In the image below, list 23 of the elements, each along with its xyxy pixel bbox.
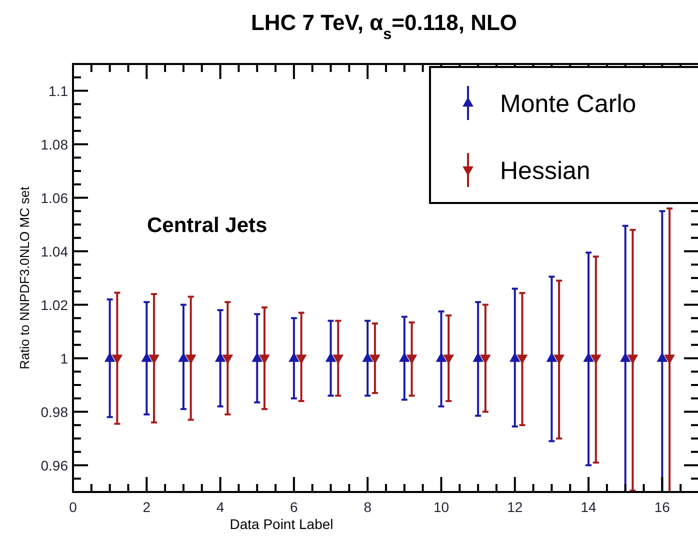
x-tick-label: 4 xyxy=(216,499,224,515)
x-tick-label: 14 xyxy=(580,499,597,515)
x-tick-label: 0 xyxy=(69,499,78,515)
legend-label: Monte Carlo xyxy=(500,90,636,118)
legend-label: Hessian xyxy=(500,157,590,185)
x-tick-label: 16 xyxy=(654,499,670,515)
chart-title: LHC 7 TeV, α$_{s}$=0.118, NLO xyxy=(250,10,518,42)
y-tick-label: 1.02 xyxy=(40,296,68,313)
y-tick-label: 0.98 xyxy=(40,404,68,420)
x-tick-label: 12 xyxy=(507,499,523,515)
x-tick-label: 6 xyxy=(290,499,298,515)
y-tick-label: 1.04 xyxy=(40,243,68,260)
y-tick-label: 1.08 xyxy=(40,136,68,152)
x-axis-title: Data Point Label xyxy=(230,516,334,532)
annotation: Central Jets xyxy=(147,214,268,237)
y-tick-label: 1.06 xyxy=(40,190,68,206)
x-tick-label: 8 xyxy=(364,499,372,515)
x-tick-label: 10 xyxy=(433,499,450,515)
y-tick-label: 1 xyxy=(60,350,68,366)
x-tick-label: 2 xyxy=(142,499,151,515)
y-tick-label: 1.1 xyxy=(48,82,68,99)
y-tick-label: 0.96 xyxy=(40,457,68,474)
y-axis-title: Ratio to NNPDF3.0NLO MC set xyxy=(17,186,32,370)
